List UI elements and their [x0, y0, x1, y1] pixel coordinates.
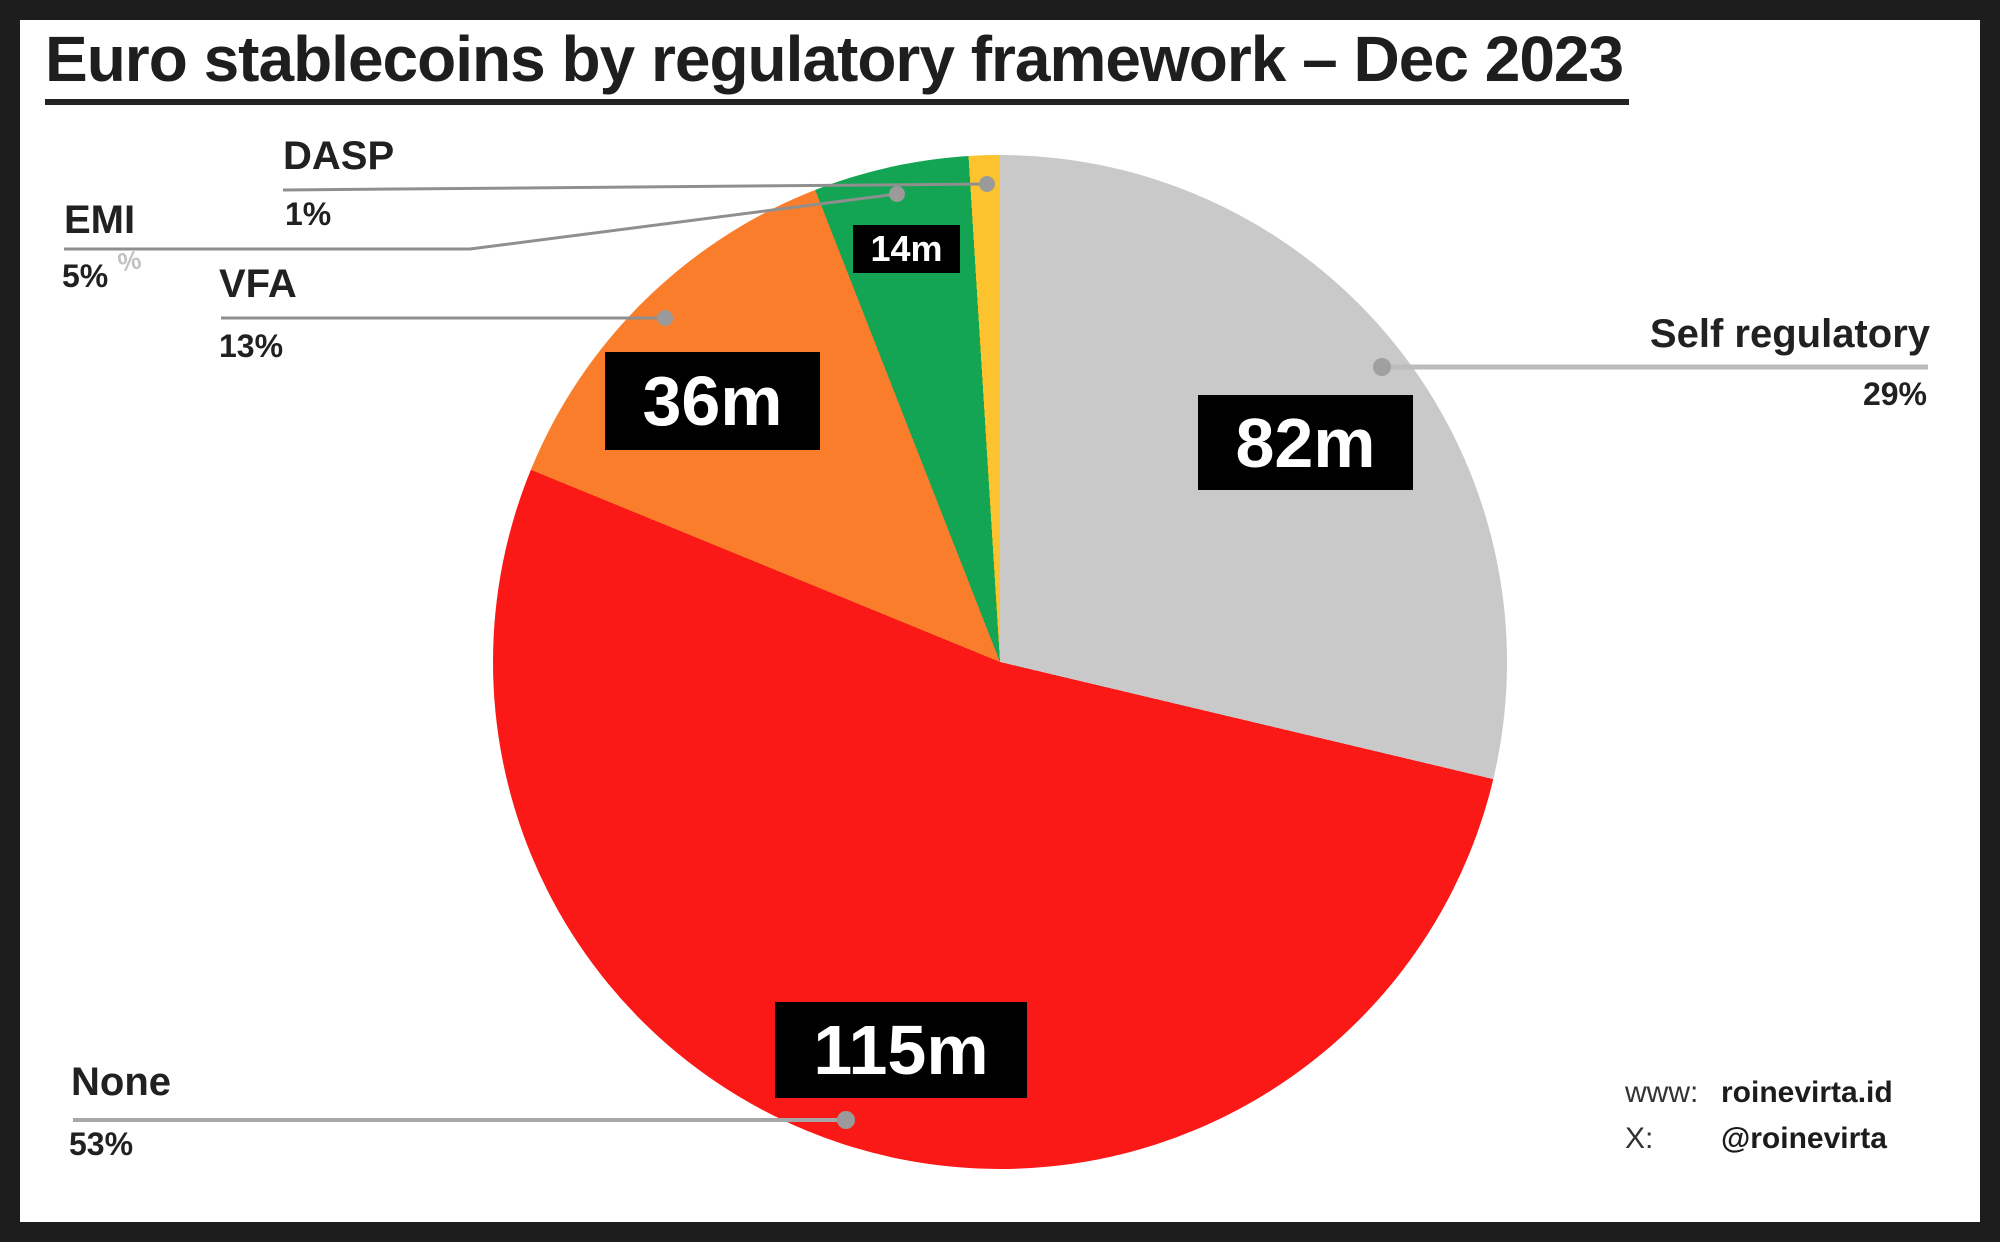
callout-label-self-regulatory: Self regulatory [1649, 312, 1930, 356]
valuebox-vfa: 36m [605, 352, 820, 450]
valuebox-none: 115m [775, 1002, 1027, 1098]
callout-pct-none: 53% [69, 1126, 134, 1162]
footer-row-www: www: roinevirta.id [1625, 1078, 1893, 1108]
footer-x-label: X: [1625, 1122, 1654, 1155]
valuebox-self-regulatory: 82m [1198, 395, 1413, 490]
footer-row-x: X: @roinevirta [1625, 1124, 1893, 1154]
attribution-footer: www: roinevirta.id X: @roinevirta [1625, 1078, 1893, 1170]
valuebox-emi: 14m [853, 225, 960, 273]
footer-www-label: www: [1625, 1076, 1699, 1109]
callout-label-none: None [71, 1060, 171, 1104]
callout-label-emi: EMI [64, 198, 136, 242]
callout-pct-emi: 5% [62, 258, 109, 294]
callout-pct-dasp: 1% [285, 196, 332, 232]
callout-pct-self-regulatory: 29% [1862, 376, 1927, 412]
chart-title: Euro stablecoins by regulatory framework… [45, 25, 1630, 106]
footer-x-value: @roinevirta [1721, 1122, 1887, 1155]
ghost-percent-artifact: % [115, 244, 144, 278]
callout-pct-vfa: 13% [219, 328, 284, 364]
footer-www-value: roinevirta.id [1721, 1076, 1893, 1109]
callout-label-dasp: DASP [283, 134, 395, 178]
callout-label-vfa: VFA [219, 262, 297, 306]
